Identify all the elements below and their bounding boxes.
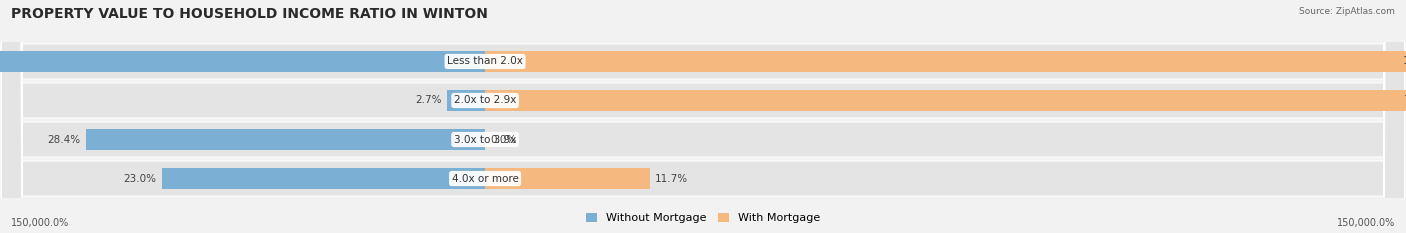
Bar	[485, 90, 1406, 111]
Text: 146,875.0%: 146,875.0%	[1403, 56, 1406, 66]
Text: 2.0x to 2.9x: 2.0x to 2.9x	[454, 96, 516, 106]
Text: 4.0x or more: 4.0x or more	[451, 174, 519, 184]
Bar	[485, 168, 650, 189]
Bar	[162, 168, 485, 189]
Bar	[0, 51, 485, 72]
Text: 28.4%: 28.4%	[46, 134, 80, 144]
Text: PROPERTY VALUE TO HOUSEHOLD INCOME RATIO IN WINTON: PROPERTY VALUE TO HOUSEHOLD INCOME RATIO…	[11, 7, 488, 21]
Text: 2.7%: 2.7%	[415, 96, 441, 106]
Bar	[485, 51, 1406, 72]
Text: Less than 2.0x: Less than 2.0x	[447, 56, 523, 66]
Text: 0.0%: 0.0%	[491, 134, 517, 144]
Text: 150,000.0%: 150,000.0%	[1337, 218, 1395, 228]
Text: 150,000.0%: 150,000.0%	[11, 218, 69, 228]
Legend: Without Mortgage, With Mortgage: Without Mortgage, With Mortgage	[582, 208, 824, 227]
Text: 23.0%: 23.0%	[124, 174, 156, 184]
Text: 3.0x to 3.9x: 3.0x to 3.9x	[454, 134, 516, 144]
Text: Source: ZipAtlas.com: Source: ZipAtlas.com	[1299, 7, 1395, 16]
Bar	[447, 90, 485, 111]
Text: 11.7%: 11.7%	[655, 174, 689, 184]
Text: 73.3%: 73.3%	[1403, 96, 1406, 106]
Bar	[86, 129, 485, 150]
